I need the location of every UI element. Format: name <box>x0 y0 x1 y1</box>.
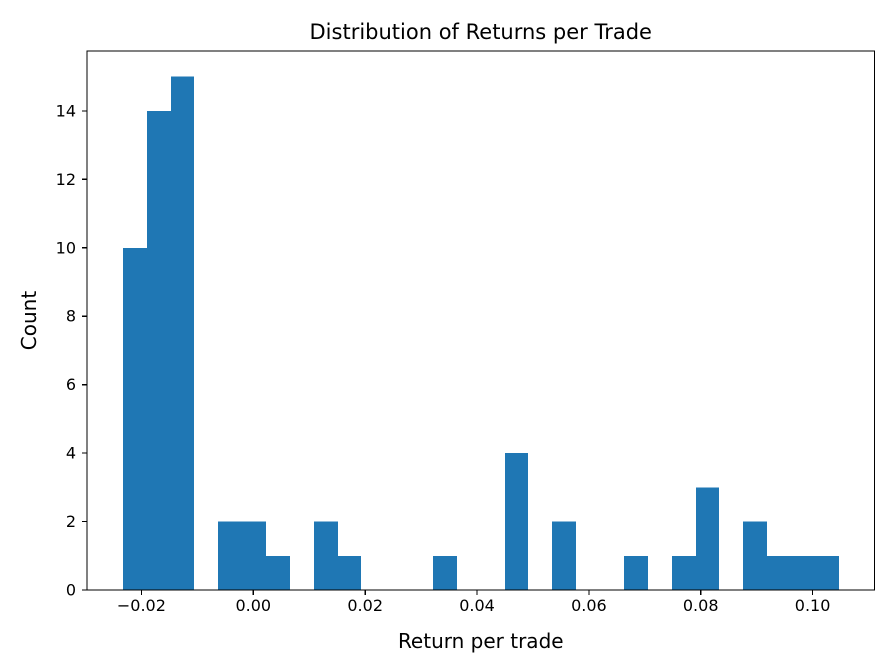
histogram-bar <box>433 555 457 590</box>
histogram-bar <box>696 487 719 590</box>
x-tick-label: 0.04 <box>459 596 495 615</box>
histogram-bar <box>791 555 815 590</box>
y-tick-label: 2 <box>66 512 76 531</box>
x-tick-label: 0.10 <box>795 596 831 615</box>
histogram-bar <box>552 521 576 590</box>
x-tick-label: 0.02 <box>347 596 383 615</box>
y-axis-ticks: 0 2 4 6 8 10 12 14 <box>56 101 87 600</box>
axes-spines <box>86 50 876 591</box>
x-tick-label: 0.06 <box>571 596 607 615</box>
histogram-bar <box>147 110 171 591</box>
histogram-bar <box>624 555 648 590</box>
histogram-bar <box>218 521 242 590</box>
histogram-bar <box>672 555 696 590</box>
histogram-bar <box>266 555 290 590</box>
histogram-bar <box>743 521 767 590</box>
y-tick-label: 6 <box>66 375 76 394</box>
histogram-bar <box>815 555 839 590</box>
histogram-bar <box>338 555 361 590</box>
histogram-bar <box>242 521 266 590</box>
histogram-bar <box>314 521 338 590</box>
y-tick-label: 8 <box>66 307 76 326</box>
y-tick-label: 10 <box>56 238 76 257</box>
x-axis-label: Return per trade <box>398 629 564 653</box>
histogram-bar <box>505 453 528 590</box>
y-tick-label: 0 <box>66 581 76 600</box>
chart-title: Distribution of Returns per Trade <box>310 20 652 44</box>
histogram-bar <box>171 76 194 590</box>
histogram-bar <box>767 555 791 590</box>
x-tick-label: −0.02 <box>117 596 166 615</box>
histogram-bar <box>123 247 147 591</box>
x-axis-ticks: −0.02 0.00 0.02 0.04 0.06 0.08 0.10 <box>117 590 831 615</box>
y-tick-label: 14 <box>56 101 76 120</box>
y-tick-label: 4 <box>66 444 76 463</box>
axis-spine <box>86 50 876 591</box>
x-tick-label: 0.08 <box>683 596 719 615</box>
bars-group <box>123 76 839 591</box>
y-axis-label: Count <box>17 291 41 351</box>
y-tick-label: 12 <box>56 170 76 189</box>
x-tick-label: 0.00 <box>235 596 271 615</box>
